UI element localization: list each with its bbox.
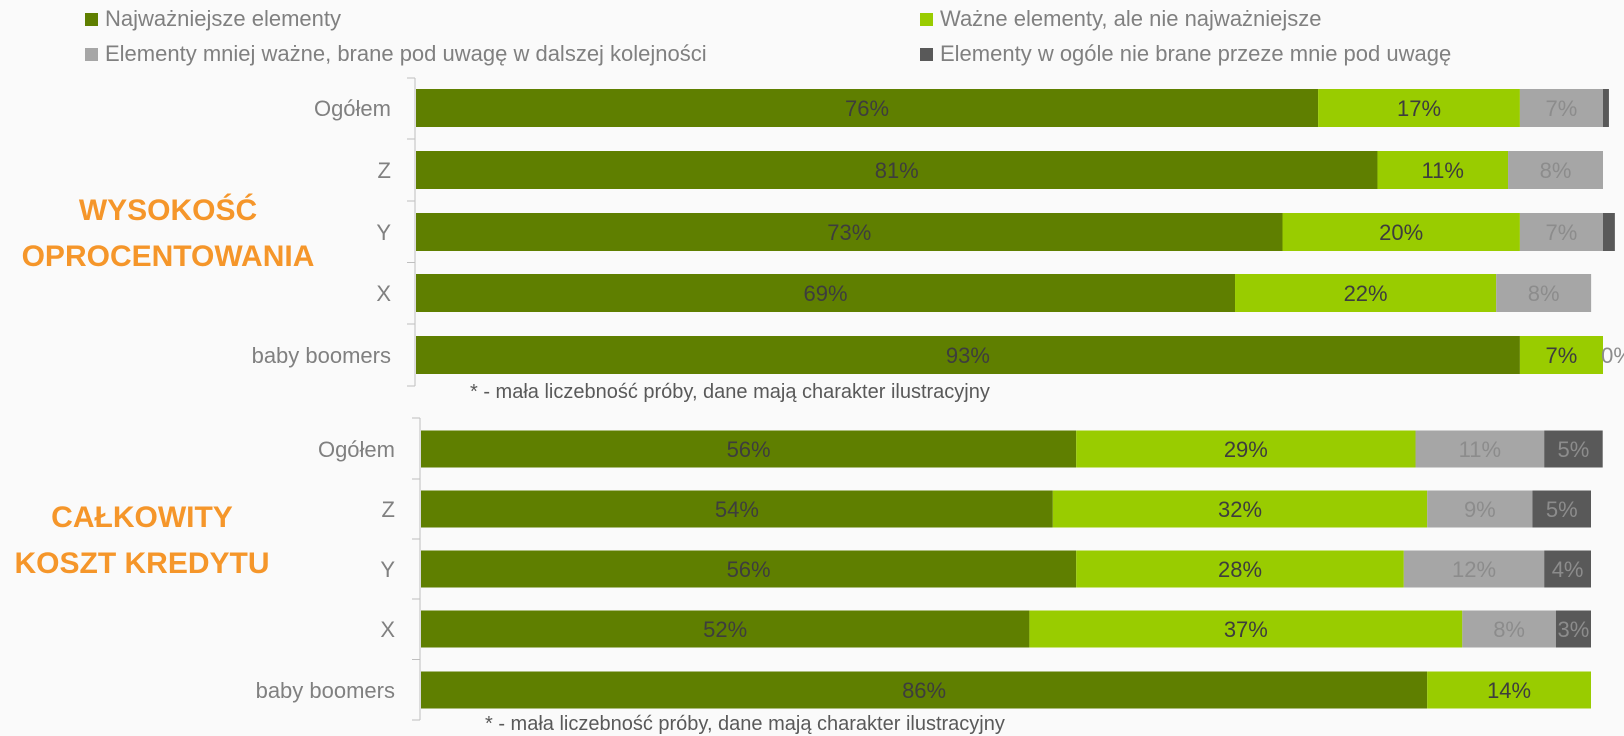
category-label: Y [376,220,391,245]
data-label-most-important: 56% [727,437,771,462]
data-label-most-important: 81% [875,158,919,183]
bar-most-important [421,610,1030,648]
category-label: Ogółem [314,96,391,121]
data-label-less-important: 11% [1459,437,1501,462]
bar-most-important [421,490,1053,528]
data-label-important: 14% [1487,678,1531,703]
legend-item-not-considered: Elementy w ogóle nie brane przeze mnie p… [920,41,1451,67]
data-label-most-important: 56% [727,557,771,582]
bar-most-important [416,274,1236,312]
legend-swatch-less-important [85,47,98,61]
legend: Najważniejsze elementy Ważne elementy, a… [85,6,1615,72]
bar-important [1029,610,1463,648]
category-label: Ogółem [318,437,395,462]
bar-not-considered [1603,213,1615,251]
bar-important [1427,671,1591,709]
chart-title-interest-rate: WYSOKOŚĆ OPROCENTOWANIA [21,194,315,273]
data-label-most-important: 69% [803,281,847,306]
data-label-important: 22% [1344,281,1388,306]
data-label-important: 17% [1397,96,1441,121]
chart-note-interest-rate: * - mała liczebność próby, dane mają cha… [470,381,990,403]
bar-important [1076,430,1416,468]
bar-less-important [1415,430,1545,468]
bar-less-important [1519,213,1603,251]
bar-most-important [421,550,1077,588]
bar-less-important [1508,151,1603,189]
bar-not-considered [1544,430,1603,468]
bar-important [1052,490,1428,528]
data-label-not-considered: 4% [1552,557,1584,582]
legend-label-important: Ważne elementy, ale nie najważniejsze [940,6,1322,31]
data-label-important: 37% [1224,617,1268,642]
category-label: Z [378,158,391,183]
category-label: Z [382,497,395,522]
bar-most-important [421,430,1077,468]
legend-swatch-important [920,12,933,26]
bar-important [1318,89,1520,127]
data-label-most-important: 76% [845,96,889,121]
data-label-less-important: 7% [1546,96,1578,121]
data-label-important: 7% [1546,343,1578,368]
bar-less-important [1403,550,1545,588]
bar-less-important [1462,610,1556,648]
data-label-less-important: 8% [1493,617,1525,642]
category-label: Y [380,557,395,582]
data-label-less-important: 12% [1452,557,1496,582]
data-label-important: 11% [1422,158,1464,183]
data-label-most-important: 86% [902,678,946,703]
data-label-not-considered: 5% [1546,497,1578,522]
data-label-important: 29% [1224,437,1268,462]
data-label-most-important: 52% [703,617,747,642]
data-label-most-important: 54% [715,497,759,522]
bar-not-considered [1532,490,1591,528]
bar-not-considered [1555,610,1591,648]
legend-label-most-important: Najważniejsze elementy [105,6,341,31]
data-label-most-important: 93% [946,343,990,368]
data-label-important: 32% [1218,497,1262,522]
legend-swatch-most-important [85,12,98,26]
bar-most-important [416,89,1319,127]
bar-most-important [416,336,1520,374]
bar-not-considered [1603,89,1609,127]
category-label: baby boomers [252,343,391,368]
bar-less-important [1496,274,1592,312]
legend-item-most-important: Najważniejsze elementy [85,6,341,32]
bar-most-important [416,151,1378,189]
legend-item-less-important: Elementy mniej ważne, brane pod uwagę w … [85,41,707,67]
bar-important [1377,151,1509,189]
chart-title-total-cost: CAŁKOWITY KOSZT KREDYTU [14,501,270,580]
data-label-not-considered: 5% [1558,437,1590,462]
data-label-important: 28% [1218,557,1262,582]
data-label-important: 20% [1379,220,1423,245]
category-label: X [376,281,391,306]
data-label-less-important: 8% [1540,158,1572,183]
bar-most-important [416,213,1283,251]
legend-label-not-considered: Elementy w ogóle nie brane przeze mnie p… [940,41,1452,66]
bar-less-important [1519,89,1603,127]
data-label-most-important: 73% [827,220,871,245]
data-label-less-important: 7% [1546,220,1578,245]
legend-item-important: Ważne elementy, ale nie najważniejsze [920,6,1322,32]
bar-important [1076,550,1404,588]
data-label-less-important: 0% [1601,343,1624,368]
bar-important [1519,336,1603,374]
bar-most-important [421,671,1428,709]
bar-important [1282,213,1520,251]
data-label-less-important: 9% [1464,497,1496,522]
bar-less-important [1427,490,1533,528]
data-label-not-considered: 3% [1558,617,1590,642]
chart-note-total-cost: * - mała liczebność próby, dane mają cha… [485,713,1005,735]
category-label: X [380,617,395,642]
data-label-less-important: 8% [1528,281,1560,306]
legend-swatch-not-considered [920,47,933,61]
category-label: baby boomers [256,678,395,703]
bar-important [1235,274,1497,312]
bar-not-considered [1544,550,1591,588]
legend-label-less-important: Elementy mniej ważne, brane pod uwagę w … [105,41,707,66]
